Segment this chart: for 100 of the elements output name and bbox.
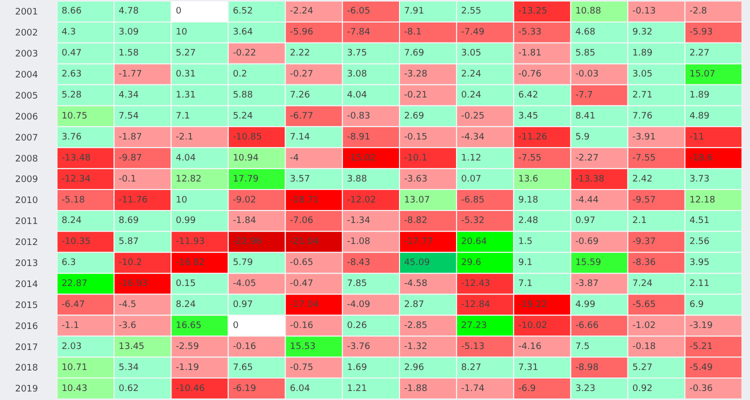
data-label: 7.65	[232, 362, 253, 373]
data-label: -7.7	[575, 90, 593, 101]
data-label: -1.87	[118, 132, 142, 142]
data-label: -0.16	[232, 342, 256, 352]
data-label: 2.11	[689, 279, 710, 290]
data-label: -6.66	[575, 320, 599, 331]
data-label: -10.85	[232, 132, 262, 142]
data-label: 10.71	[62, 362, 88, 373]
data-label: 6.42	[518, 90, 538, 101]
data-label: -1.02	[632, 320, 656, 331]
data-label: -6.47	[62, 300, 85, 310]
data-label: -17.77	[404, 237, 434, 248]
data-label: -8.91	[346, 132, 370, 142]
data-label: -6.85	[461, 195, 484, 206]
data-label: 4.78	[118, 6, 139, 17]
data-label: -12.02	[346, 195, 376, 206]
data-label: -7.55	[632, 153, 656, 164]
y-tick-label: 2010	[15, 196, 38, 206]
data-label: -7.84	[346, 28, 371, 38]
data-label: -0.76	[518, 70, 542, 80]
data-label: 5.28	[62, 90, 82, 101]
data-label: 2.63	[62, 70, 82, 80]
data-label: 0.07	[461, 174, 482, 184]
data-label: -2.27	[575, 153, 599, 164]
data-label: 6.3	[62, 258, 76, 268]
y-tick-label: 2004	[15, 70, 38, 80]
data-label: 45.09	[404, 258, 430, 268]
y-tick-label: 2009	[15, 175, 38, 186]
data-label: 3.08	[346, 70, 368, 80]
data-label: -1.1	[62, 320, 80, 331]
data-label: -19.22	[518, 300, 548, 310]
data-label: 2.69	[404, 111, 424, 122]
data-label: 5.88	[232, 90, 254, 101]
data-label: 3.05	[461, 48, 482, 59]
data-label: 5.27	[632, 362, 652, 373]
data-label: -0.27	[290, 70, 314, 80]
data-label: -7.55	[518, 153, 542, 164]
data-label: -18.6	[689, 153, 714, 164]
data-label: 17.79	[232, 174, 259, 184]
data-label: -1.77	[118, 70, 142, 80]
y-tick-label: 2005	[15, 91, 38, 102]
data-label: -0.69	[575, 237, 599, 248]
data-label: -4.58	[404, 279, 428, 290]
data-label: -11.76	[118, 195, 148, 206]
data-label: -6.77	[290, 111, 314, 122]
data-label: -1.81	[518, 48, 542, 59]
data-label: 7.85	[346, 279, 368, 290]
data-label: -1.74	[461, 384, 485, 394]
data-label: 3.57	[290, 174, 310, 184]
data-label: 4.34	[118, 90, 139, 101]
data-label: 15.07	[689, 70, 716, 80]
data-label: -21.04	[290, 237, 320, 248]
data-label: -0.47	[290, 279, 314, 290]
data-label: -9.37	[632, 237, 656, 248]
data-label: -2.85	[404, 320, 428, 331]
data-label: 4.51	[689, 216, 710, 226]
data-label: 20.64	[461, 237, 488, 248]
data-label: -10.46	[176, 384, 206, 394]
data-label: 12.82	[176, 174, 202, 184]
data-label: 8.69	[118, 216, 139, 226]
data-label: 2.71	[632, 90, 652, 101]
data-label: -13.25	[518, 6, 548, 17]
data-label: -1.88	[404, 384, 428, 394]
data-label: 10.43	[62, 384, 88, 394]
data-label: 0.15	[176, 279, 196, 290]
data-label: 3.09	[118, 28, 139, 38]
data-label: 3.75	[346, 48, 368, 59]
data-label: -0.1	[118, 174, 136, 184]
data-label: 3.95	[689, 258, 710, 268]
data-label: 7.54	[118, 111, 139, 122]
data-label: 3.05	[632, 70, 652, 80]
data-label: -5.65	[632, 300, 656, 310]
data-label: 7.1	[518, 279, 533, 290]
data-label: -8.43	[346, 258, 370, 268]
data-label: 2.42	[632, 174, 652, 184]
data-label: 0.31	[176, 70, 196, 80]
data-label: 0	[176, 6, 182, 17]
data-label: -0.03	[575, 70, 599, 80]
data-label: 7.76	[632, 111, 653, 122]
data-label: 13.45	[118, 342, 144, 352]
data-label: 0.26	[346, 320, 368, 331]
y-tick-label: 2014	[15, 280, 38, 290]
data-label: 29.6	[461, 258, 482, 268]
data-label: 5.85	[575, 48, 596, 59]
data-label: 7.69	[404, 48, 424, 59]
data-label: -0.75	[290, 362, 314, 373]
data-label: -1.84	[232, 216, 256, 226]
data-label: -8.98	[575, 362, 599, 373]
data-label: 1.21	[346, 384, 368, 394]
y-tick-label: 2008	[15, 154, 38, 164]
data-label: 10	[176, 195, 188, 206]
data-label: 16.65	[176, 320, 202, 331]
data-label: -1.34	[346, 216, 371, 226]
data-label: -18.71	[290, 195, 319, 206]
data-label: 1.12	[461, 153, 482, 164]
data-label: -0.18	[632, 342, 656, 352]
data-label: -3.19	[689, 320, 714, 331]
data-label: -4	[290, 153, 300, 164]
data-label: -11.93	[176, 237, 205, 248]
data-label: 1.31	[176, 90, 196, 101]
